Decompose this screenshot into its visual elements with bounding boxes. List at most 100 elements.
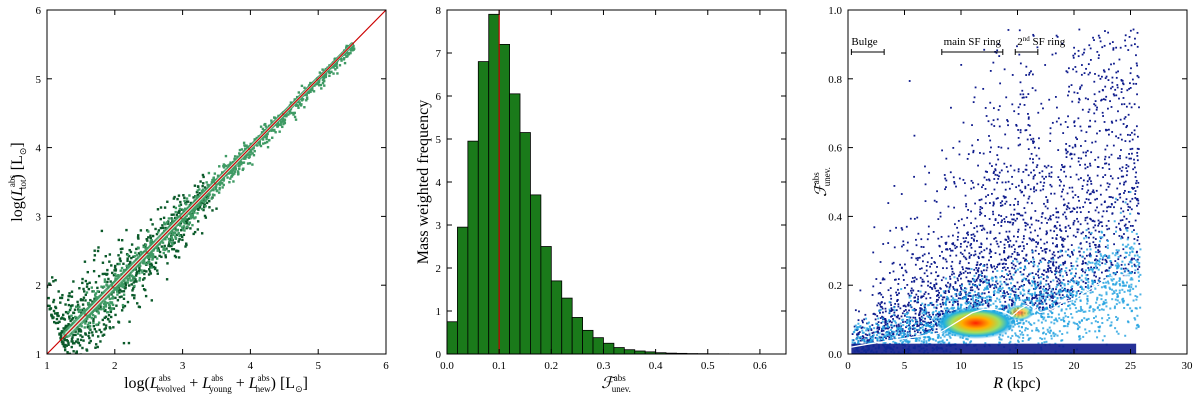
density-pixel bbox=[1070, 250, 1073, 253]
density-pixel bbox=[979, 278, 981, 281]
density-pixel bbox=[1107, 107, 1109, 110]
density-pixel bbox=[89, 370, 91, 372]
density-pixel bbox=[1126, 133, 1129, 136]
density-pixel bbox=[1080, 177, 1082, 179]
density-pixel bbox=[149, 255, 152, 258]
density-pixel bbox=[1042, 274, 1045, 276]
density-pixel bbox=[1119, 196, 1122, 199]
density-pixel bbox=[1053, 335, 1056, 338]
density-pixel bbox=[164, 255, 168, 259]
density-pixel bbox=[151, 255, 155, 258]
density-pixel bbox=[922, 280, 925, 283]
density-pixel bbox=[1052, 261, 1055, 264]
density-pixel bbox=[945, 333, 948, 336]
density-pixel bbox=[1093, 93, 1096, 96]
density-pixel bbox=[1136, 185, 1139, 188]
density-pixel bbox=[956, 277, 959, 280]
density-pixel bbox=[965, 203, 968, 205]
density-pixel bbox=[932, 320, 935, 322]
density-pixel bbox=[878, 328, 880, 331]
density-pixel bbox=[1081, 263, 1084, 265]
density-pixel bbox=[1040, 215, 1043, 218]
density-pixel bbox=[194, 195, 198, 198]
density-pixel bbox=[1076, 228, 1079, 231]
density-pixel bbox=[290, 111, 294, 115]
density-pixel bbox=[1060, 318, 1063, 321]
density-pixel bbox=[1027, 124, 1030, 126]
density-pixel bbox=[1133, 257, 1135, 260]
density-pixel bbox=[1053, 300, 1056, 303]
density-pixel bbox=[981, 299, 984, 302]
density-pixel bbox=[1048, 172, 1051, 175]
density-pixel bbox=[970, 243, 973, 245]
density-pixel bbox=[1012, 301, 1015, 304]
density-pixel bbox=[982, 87, 985, 90]
density-pixel bbox=[1031, 292, 1034, 295]
density-pixel bbox=[1047, 269, 1049, 271]
density-pixel bbox=[968, 255, 971, 258]
density-pixel bbox=[937, 237, 940, 240]
density-pixel bbox=[1073, 153, 1076, 156]
density-pixel bbox=[133, 284, 136, 288]
density-pixel bbox=[964, 287, 966, 290]
density-pixel bbox=[957, 297, 960, 300]
density-pixel bbox=[1063, 284, 1066, 287]
density-pixel bbox=[920, 245, 923, 248]
density-pixel bbox=[182, 220, 186, 224]
density-pixel bbox=[945, 285, 948, 288]
density-pixel bbox=[858, 331, 861, 333]
density-pixel bbox=[1108, 227, 1111, 230]
density-pixel bbox=[951, 260, 954, 263]
density-pixel bbox=[924, 312, 927, 315]
density-pixel bbox=[1104, 30, 1106, 32]
density-pixel bbox=[941, 149, 943, 152]
density-pixel bbox=[1012, 222, 1015, 224]
density-pixel bbox=[1013, 235, 1015, 238]
density-pixel bbox=[1115, 267, 1118, 270]
density-pixel bbox=[904, 305, 907, 308]
density-pixel bbox=[315, 83, 318, 86]
density-pixel bbox=[1050, 321, 1053, 324]
density-pixel bbox=[113, 266, 117, 269]
density-pixel bbox=[1087, 227, 1090, 230]
density-pixel bbox=[1110, 120, 1113, 123]
density-pixel bbox=[992, 302, 995, 305]
density-pixel bbox=[881, 315, 883, 318]
density-pixel bbox=[78, 305, 81, 309]
density-pixel bbox=[1079, 285, 1082, 288]
density-pixel bbox=[287, 113, 290, 116]
density-pixel bbox=[125, 264, 128, 267]
density-pixel bbox=[1071, 210, 1074, 213]
density-pixel bbox=[162, 216, 166, 220]
density-pixel bbox=[1053, 192, 1056, 195]
density-pixel bbox=[976, 261, 979, 264]
density-pixel bbox=[1075, 282, 1078, 285]
density-pixel bbox=[288, 112, 291, 115]
density-pixel bbox=[879, 282, 882, 284]
density-pixel bbox=[321, 68, 324, 71]
density-pixel bbox=[1133, 129, 1136, 132]
density-pixel bbox=[928, 314, 931, 316]
density-pixel bbox=[901, 228, 904, 231]
density-pixel bbox=[122, 341, 126, 345]
density-pixel bbox=[1024, 327, 1027, 330]
density-pixel bbox=[333, 64, 337, 68]
density-pixel bbox=[923, 338, 926, 341]
density-pixel bbox=[913, 330, 916, 333]
density-pixel bbox=[1129, 288, 1132, 291]
density-pixel bbox=[917, 257, 919, 259]
density-pixel bbox=[964, 194, 967, 197]
density-pixel bbox=[141, 284, 144, 287]
density-pixel bbox=[174, 210, 177, 214]
density-pixel bbox=[71, 336, 74, 339]
density-pixel bbox=[983, 292, 986, 295]
density-pixel bbox=[941, 310, 944, 313]
density-pixel bbox=[869, 341, 872, 344]
density-pixel bbox=[1012, 213, 1015, 216]
density-pixel bbox=[1010, 275, 1013, 278]
density-pixel bbox=[879, 317, 882, 319]
density-pixel bbox=[997, 146, 1000, 148]
density-pixel bbox=[107, 313, 111, 317]
density-pixel bbox=[949, 283, 952, 286]
density-pixel bbox=[1000, 283, 1003, 286]
